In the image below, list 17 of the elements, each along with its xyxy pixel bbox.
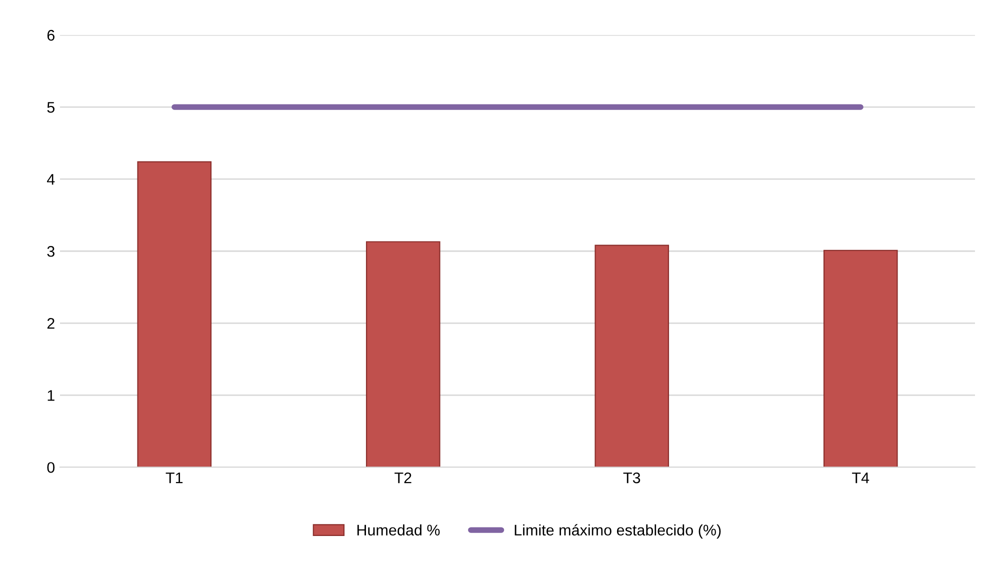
legend-label: Humedad % [357, 524, 440, 536]
bar [823, 250, 898, 468]
legend-label: Limite máximo establecido (%) [514, 524, 721, 539]
x-tick-label: T3 [623, 472, 640, 484]
bar [137, 161, 212, 468]
bar [366, 241, 440, 468]
y-tick-label: 6 [47, 30, 54, 41]
x-tick-label: T2 [394, 472, 412, 484]
y-tick-label: 1 [48, 390, 54, 401]
y-tick-label: 2 [47, 318, 54, 329]
x-tick-label: T4 [852, 472, 870, 484]
bar [594, 244, 670, 468]
y-tick-label: 0 [47, 462, 55, 473]
x-tick-label: T1 [166, 472, 183, 484]
y-tick-label: 4 [46, 174, 55, 185]
y-tick-label: 5 [47, 102, 54, 113]
y-tick-label: 3 [47, 246, 54, 257]
